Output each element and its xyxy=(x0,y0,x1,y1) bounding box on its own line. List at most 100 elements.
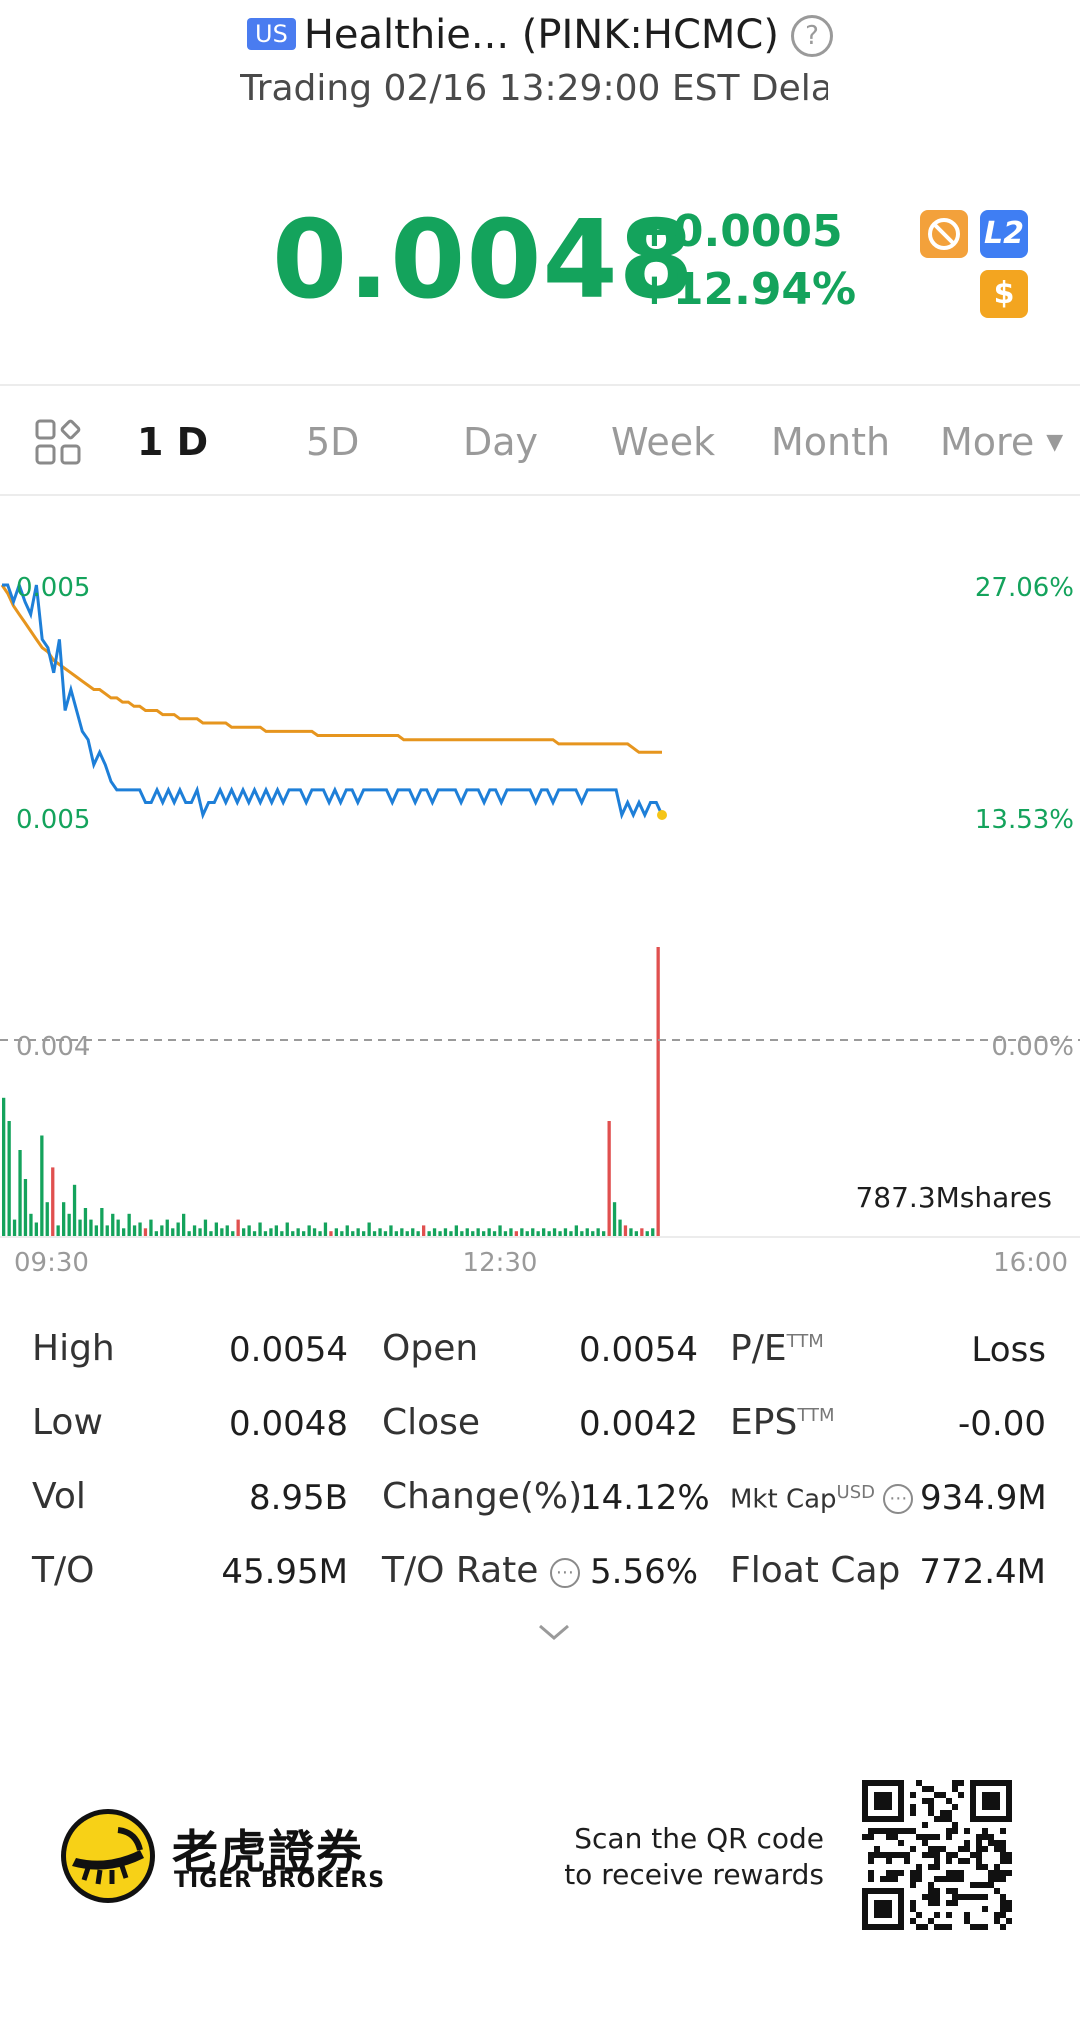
qr-module xyxy=(880,1852,886,1858)
qr-module xyxy=(898,1828,904,1834)
volume-bar xyxy=(492,1231,497,1237)
expand-chevron-icon[interactable] xyxy=(536,1620,572,1644)
qr-module xyxy=(946,1900,952,1906)
qr-module xyxy=(1000,1912,1006,1918)
qr-module xyxy=(928,1864,934,1870)
volume-bar xyxy=(111,1213,115,1237)
qr-module xyxy=(994,1870,1000,1876)
qr-module xyxy=(934,1858,940,1864)
volume-bar xyxy=(607,1121,611,1237)
price-change: +0.0005 xyxy=(636,206,843,257)
level2-icon[interactable]: L2 xyxy=(980,210,1028,258)
qr-module xyxy=(1000,1924,1006,1930)
volume-bar xyxy=(280,1231,284,1237)
volume-bar xyxy=(482,1231,486,1237)
to-rate-info-icon[interactable]: ⋯ xyxy=(549,1558,580,1588)
volume-bar xyxy=(400,1228,404,1237)
volume-bar xyxy=(378,1228,382,1237)
volume-bar xyxy=(569,1231,573,1237)
qr-module xyxy=(940,1810,946,1816)
qr-finder xyxy=(874,1792,892,1810)
qr-module xyxy=(916,1924,922,1930)
tab-week[interactable]: Week xyxy=(611,420,716,464)
price-change-percent: +12.94% xyxy=(636,264,857,315)
tab-month[interactable]: Month xyxy=(771,420,891,464)
volume-bar xyxy=(29,1213,33,1237)
qr-module xyxy=(910,1810,916,1816)
qr-module xyxy=(994,1846,1000,1852)
qr-module xyxy=(952,1894,958,1900)
qr-module xyxy=(940,1816,946,1822)
tab-5d[interactable]: 5D xyxy=(306,420,360,464)
left-tick-mid: 0.005 xyxy=(16,805,90,835)
eps-label-text: EPS xyxy=(730,1402,798,1443)
volume-bar xyxy=(94,1225,98,1237)
volume-bar xyxy=(362,1231,366,1237)
qr-module xyxy=(916,1870,922,1876)
float-cap-value: 772.4M xyxy=(919,1552,1046,1592)
qr-module xyxy=(922,1894,928,1900)
qr-module xyxy=(916,1834,922,1840)
qr-module xyxy=(892,1852,898,1858)
qr-module xyxy=(922,1834,928,1840)
qr-module xyxy=(1000,1876,1006,1882)
volume-bar xyxy=(182,1213,186,1237)
tab-more[interactable]: More ▼ xyxy=(940,420,1063,464)
no-short-icon[interactable] xyxy=(920,210,968,258)
volume-bar xyxy=(454,1225,458,1237)
volume-bar xyxy=(2,1097,6,1237)
qr-module xyxy=(934,1876,940,1882)
tab-1d[interactable]: 1 D xyxy=(137,420,209,464)
volume-bar xyxy=(269,1228,273,1237)
tab-day[interactable]: Day xyxy=(463,420,539,464)
qr-module xyxy=(886,1876,892,1882)
volume-bar xyxy=(351,1231,355,1237)
volume-bar xyxy=(40,1135,44,1237)
qr-module xyxy=(1000,1846,1006,1852)
volume-bar xyxy=(220,1228,224,1237)
volume-bar xyxy=(45,1202,49,1237)
x-tick-open: 09:30 xyxy=(14,1248,89,1278)
qr-module xyxy=(916,1912,922,1918)
qr-module xyxy=(946,1888,952,1894)
right-tick-mid: 13.53% xyxy=(975,805,1074,835)
volume-bar xyxy=(192,1225,197,1237)
qr-module xyxy=(898,1852,904,1858)
qr-module xyxy=(934,1846,940,1852)
chart-layout-icon[interactable] xyxy=(34,418,82,466)
volume-bar xyxy=(602,1231,606,1237)
qr-module xyxy=(928,1918,934,1924)
volume-bar xyxy=(651,1228,655,1237)
qr-module xyxy=(952,1888,958,1894)
qr-module xyxy=(928,1804,934,1810)
qr-module xyxy=(946,1852,952,1858)
qr-module xyxy=(916,1780,922,1786)
qr-module xyxy=(1000,1840,1006,1846)
qr-module xyxy=(868,1858,874,1864)
trading-status: Trading 02/16 13:29:00 EST Delay xyxy=(240,68,828,109)
qr-module xyxy=(976,1834,982,1840)
volume-bar xyxy=(574,1225,578,1237)
qr-module xyxy=(880,1828,886,1834)
qr-module xyxy=(958,1858,964,1864)
last-price: 0.0048 xyxy=(272,198,695,323)
qr-module xyxy=(922,1822,928,1828)
dollar-icon[interactable]: $ xyxy=(980,270,1028,318)
qr-module xyxy=(1000,1906,1006,1912)
volume-bar xyxy=(656,947,660,1237)
qr-module xyxy=(976,1840,982,1846)
qr-module xyxy=(946,1798,952,1804)
qr-module xyxy=(994,1876,1000,1882)
qr-module xyxy=(994,1864,1000,1870)
intraday-chart[interactable]: 0.005 0.005 0.004 27.06% 13.53% 0.00% 78… xyxy=(0,495,1080,1315)
help-icon[interactable]: ? xyxy=(790,15,833,57)
volume-bar xyxy=(323,1222,328,1237)
change-value: 14.12% xyxy=(580,1478,710,1518)
qr-module xyxy=(952,1876,958,1882)
volume-bar xyxy=(460,1231,464,1237)
volume-bar xyxy=(252,1231,257,1237)
qr-module xyxy=(934,1888,940,1894)
mkt-cap-info-icon[interactable]: ⋯ xyxy=(883,1483,914,1514)
qr-module xyxy=(940,1792,946,1798)
qr-module xyxy=(922,1786,928,1792)
